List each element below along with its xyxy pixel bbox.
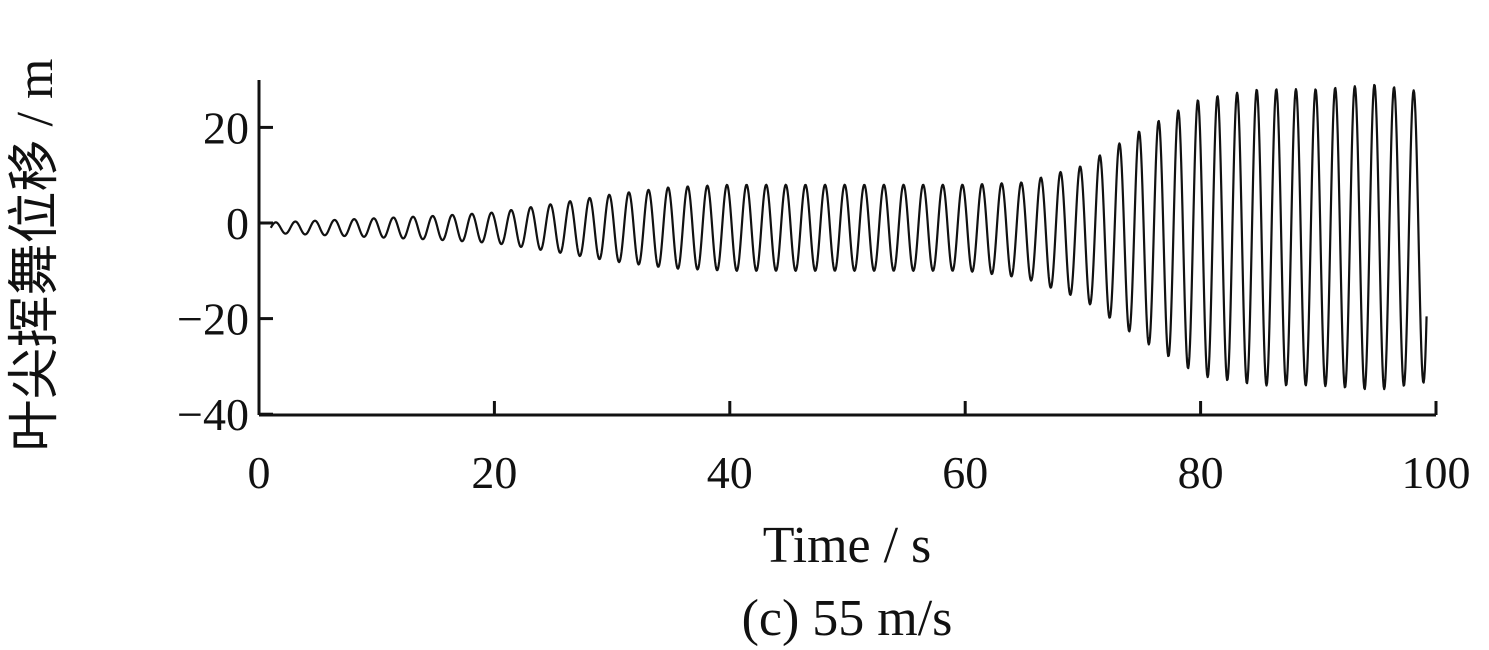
x-tick-label: 0 <box>248 447 271 498</box>
y-tick-label: −20 <box>177 294 249 345</box>
series-line-0 <box>269 83 1428 391</box>
x-tick-label: 60 <box>942 447 988 498</box>
x-tick-label: 20 <box>471 447 517 498</box>
y-tick-label: −40 <box>177 389 249 440</box>
labels-layer: Time / s 叶尖挥舞位移 / m (c) 55 m/s <box>7 59 952 647</box>
x-axis-label: Time / s <box>763 517 932 574</box>
x-tick-label: 100 <box>1402 447 1471 498</box>
x-tick-label: 40 <box>707 447 753 498</box>
figure-caption: (c) 55 m/s <box>742 590 953 647</box>
axes-layer: 0 20 40 60 80 100 −40 −20 0 20 <box>177 80 1471 498</box>
x-tick-label: 80 <box>1178 447 1224 498</box>
y-tick-label: 20 <box>203 102 249 153</box>
y-axis-label: 叶尖挥舞位移 / m <box>7 59 64 452</box>
y-tick-label: 0 <box>226 198 249 249</box>
plot-layer <box>269 83 1428 391</box>
